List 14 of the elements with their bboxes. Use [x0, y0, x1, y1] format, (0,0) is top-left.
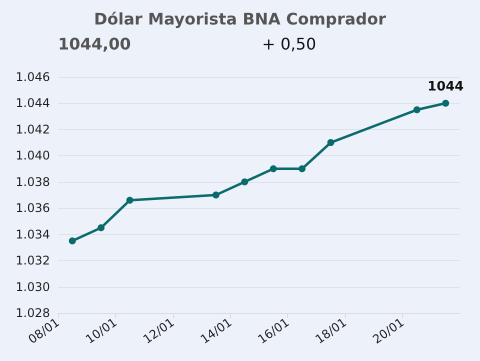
y-tick-label: 1.034 — [16, 227, 50, 242]
y-tick-label: 1.046 — [16, 70, 50, 84]
chart-title: Dólar Mayorista BNA Comprador — [94, 10, 386, 28]
y-tick-label: 1.032 — [16, 254, 50, 268]
data-label: 1044 — [428, 80, 464, 95]
y-tick-label: 1.028 — [16, 306, 50, 320]
y-tick-label: 1.038 — [16, 174, 50, 189]
y-tick-label: 1.040 — [16, 148, 50, 163]
y-tick-label: 1.042 — [16, 122, 50, 136]
text: + 0,50 — [262, 34, 316, 54]
y-tick-label: 1.030 — [16, 280, 50, 294]
y-tick-label: 1.044 — [16, 96, 50, 110]
y-tick-label: 1.036 — [16, 201, 50, 216]
text: 1044,00 — [58, 34, 131, 54]
